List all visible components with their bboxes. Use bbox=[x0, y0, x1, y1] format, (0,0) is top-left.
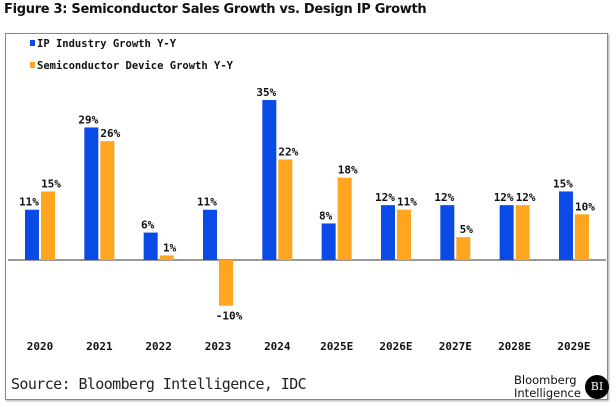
bar bbox=[499, 205, 514, 260]
x-tick-label: 2024 bbox=[264, 340, 291, 353]
x-tick-label: 2029E bbox=[557, 340, 590, 353]
data-label: 12% bbox=[516, 191, 536, 204]
data-label: 12% bbox=[494, 191, 514, 204]
source-note: Source: Bloomberg Intelligence, IDC bbox=[11, 375, 307, 393]
bar bbox=[143, 232, 158, 260]
x-tick-label: 2022 bbox=[145, 340, 172, 353]
bar bbox=[84, 127, 99, 260]
legend-label: Semiconductor Device Growth Y-Y bbox=[37, 60, 234, 72]
bloomberg-intelligence-logo: Bloomberg Intelligence bbox=[514, 373, 581, 400]
x-tick-label: 2028E bbox=[498, 340, 531, 353]
data-label: -10% bbox=[216, 310, 243, 323]
bar bbox=[380, 205, 395, 260]
data-label: 29% bbox=[78, 113, 98, 126]
bar bbox=[202, 209, 217, 260]
bar bbox=[456, 237, 471, 260]
bar bbox=[100, 141, 115, 260]
bar bbox=[337, 177, 352, 260]
legend-label: IP Industry Growth Y-Y bbox=[37, 38, 177, 50]
chart-title: Figure 3: Semiconductor Sales Growth vs.… bbox=[4, 2, 427, 17]
data-label: 8% bbox=[319, 209, 333, 222]
x-tick-label: 2025E bbox=[320, 340, 353, 353]
bar bbox=[262, 100, 277, 260]
bar bbox=[440, 205, 455, 260]
data-label: 15% bbox=[553, 177, 573, 190]
data-label: 18% bbox=[338, 164, 358, 177]
x-tick-label: 2021 bbox=[86, 340, 113, 353]
data-label: 1% bbox=[163, 241, 177, 254]
bar bbox=[558, 191, 573, 260]
legend-swatch bbox=[30, 40, 35, 46]
bar bbox=[25, 209, 39, 260]
x-tick-label: 2020 bbox=[27, 340, 54, 353]
data-label: 11% bbox=[19, 196, 39, 209]
data-label: 11% bbox=[197, 196, 217, 209]
data-label: 10% bbox=[575, 200, 595, 213]
bar bbox=[515, 205, 530, 260]
data-label: 15% bbox=[41, 177, 61, 190]
bar bbox=[159, 255, 174, 260]
data-label: 12% bbox=[434, 191, 454, 204]
bar bbox=[321, 223, 336, 260]
data-label: 6% bbox=[141, 219, 155, 232]
x-tick-label: 2026E bbox=[379, 340, 412, 353]
data-label: 26% bbox=[100, 127, 120, 140]
x-tick-label: 2023 bbox=[205, 340, 232, 353]
data-label: 35% bbox=[256, 86, 276, 99]
bi-badge-icon: BI bbox=[585, 375, 609, 399]
x-tick-label: 2027E bbox=[439, 340, 472, 353]
data-label: 5% bbox=[460, 223, 474, 236]
chart-frame bbox=[5, 33, 608, 400]
bar bbox=[278, 159, 293, 260]
bar bbox=[574, 214, 589, 260]
data-label: 11% bbox=[397, 196, 417, 209]
legend-swatch bbox=[30, 62, 35, 68]
data-label: 12% bbox=[375, 191, 395, 204]
bar bbox=[218, 260, 233, 306]
bar bbox=[396, 209, 411, 260]
data-label: 22% bbox=[278, 145, 298, 158]
bar bbox=[41, 191, 55, 260]
